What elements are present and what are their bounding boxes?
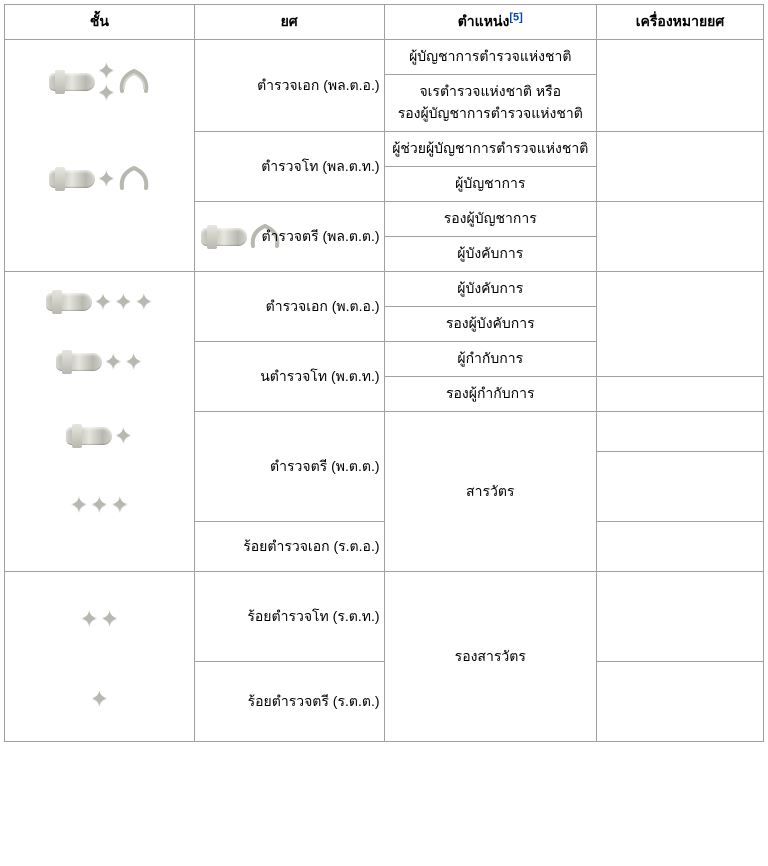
class-cell: ✦✦ ✦: [5, 572, 195, 742]
position-cell: รองผู้กำกับการ: [384, 377, 597, 412]
insignia-mark-cell: [597, 412, 764, 452]
position-cell: ผู้ช่วยผู้บัญชาการตำรวจแห่งชาติ: [384, 132, 597, 167]
insignia-ltcol: ✦✦: [11, 337, 188, 387]
rank-cell: นตำรวจโท (พ.ต.ท.): [194, 342, 384, 412]
rank-cell: ตำรวจตรี (พล.ต.ต.): [194, 202, 384, 272]
rank-label: ตำรวจเอก (พล.ต.อ.): [257, 77, 379, 93]
header-position: ตำแหน่ง[5]: [384, 5, 597, 40]
rank-label: ร้อยตำรวจโท (ร.ต.ท.): [247, 608, 379, 624]
rank-label: ร้อยตำรวจเอก (ร.ต.อ.): [243, 538, 379, 554]
rank-cell: ร้อยตำรวจตรี (ร.ต.ต.): [194, 662, 384, 742]
class-cell: ✦✦ ✦: [5, 40, 195, 272]
table-row: ✦✦ ✦ ตำรวจเอก (พล.ต.อ.) ผู้บัญชาการตำรวจ…: [5, 40, 764, 75]
insignia-mark-cell: [597, 40, 764, 132]
position-text: รองผู้บัญชาการตำรวจแห่งชาติ: [389, 103, 593, 125]
insignia-mark-cell: [597, 662, 764, 742]
class-cell: ✦✦✦ ✦✦ ✦ ✦✦✦: [5, 272, 195, 572]
insignia-mark-cell: [597, 377, 764, 412]
position-cell: ผู้บังคับการ: [384, 237, 597, 272]
insignia-general-4star: ✦✦: [11, 57, 188, 107]
position-cell: สารวัตร: [384, 412, 597, 572]
rank-table: ชั้น ยศ ตำแหน่ง[5] เครื่องหมายยศ ✦✦ ✦: [4, 4, 764, 742]
rank-cell: ร้อยตำรวจเอก (ร.ต.อ.): [194, 522, 384, 572]
insignia-maj: ✦: [11, 411, 188, 461]
insignia-mark-cell: [597, 272, 764, 377]
position-cell: รองผู้บัญชาการ: [384, 202, 597, 237]
rank-cell: ตำรวจตรี (พ.ต.ต.): [194, 412, 384, 522]
insignia-mark-cell: [597, 452, 764, 522]
insignia-mark-cell: [597, 202, 764, 272]
rank-cell: ร้อยตำรวจโท (ร.ต.ท.): [194, 572, 384, 662]
header-class: ชั้น: [5, 5, 195, 40]
header-position-label: ตำแหน่ง: [458, 13, 510, 29]
header-rank: ยศ: [194, 5, 384, 40]
rank-label: ตำรวจโท (พล.ต.ท.): [261, 158, 379, 174]
table-row: ✦✦✦ ✦✦ ✦ ✦✦✦ ตำรวจเอก (พ.ต.อ.) ผู้บังคับ…: [5, 272, 764, 307]
position-cell: รองสารวัตร: [384, 572, 597, 742]
rank-label: ตำรวจตรี (พล.ต.ต.): [261, 228, 379, 244]
header-insignia: เครื่องหมายยศ: [597, 5, 764, 40]
insignia-capt: ✦✦✦: [11, 480, 188, 530]
position-cell: ผู้บัญชาการ: [384, 167, 597, 202]
insignia-mark-cell: [597, 522, 764, 572]
rank-label: ร้อยตำรวจตรี (ร.ต.ต.): [248, 693, 380, 709]
insignia-sublt: ✦: [11, 674, 188, 724]
table-header-row: ชั้น ยศ ตำแหน่ง[5] เครื่องหมายยศ: [5, 5, 764, 40]
position-text: จเรตำรวจแห่งชาติ หรือ: [389, 81, 593, 103]
insignia-mark-cell: [597, 132, 764, 202]
rank-label: ตำรวจตรี (พ.ต.ต.): [270, 458, 379, 474]
citation-link[interactable]: [5]: [509, 11, 522, 23]
rank-cell: ตำรวจเอก (พล.ต.อ.): [194, 40, 384, 132]
position-cell: รองผู้บังคับการ: [384, 307, 597, 342]
position-cell: จเรตำรวจแห่งชาติ หรือ รองผู้บัญชาการตำรว…: [384, 75, 597, 132]
rank-label: ตำรวจเอก (พ.ต.อ.): [266, 298, 380, 314]
rank-label: นตำรวจโท (พ.ต.ท.): [260, 368, 379, 384]
rank-cell: ตำรวจโท (พล.ต.ท.): [194, 132, 384, 202]
position-cell: ผู้กำกับการ: [384, 342, 597, 377]
insignia-col: ✦✦✦: [11, 277, 188, 327]
position-cell: ผู้บัญชาการตำรวจแห่งชาติ: [384, 40, 597, 75]
insignia-mark-cell: [597, 572, 764, 662]
rank-cell: ตำรวจเอก (พ.ต.อ.): [194, 272, 384, 342]
insignia-general-3star: ✦: [11, 154, 188, 204]
position-cell: ผู้บังคับการ: [384, 272, 597, 307]
insignia-lt: ✦✦: [11, 594, 188, 644]
